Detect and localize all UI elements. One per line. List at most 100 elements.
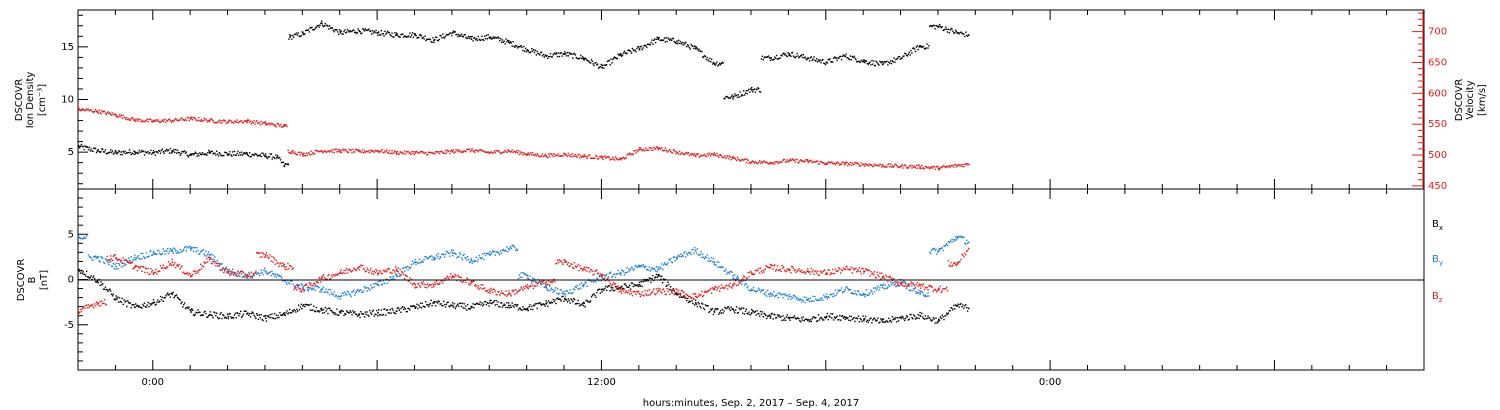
by-series-dot [960, 236, 962, 239]
density-series-dot [848, 58, 850, 60]
density-series-dot [161, 148, 164, 150]
bz-series-dot [170, 264, 172, 266]
by-series-dot [647, 269, 650, 271]
density-series-dot [948, 32, 950, 34]
bz-series-dot [370, 272, 373, 274]
by-series-dot [399, 275, 401, 277]
bz-series-dot [269, 254, 271, 256]
density-series-dot [354, 31, 357, 34]
density-series-dot [556, 52, 558, 54]
bx-series-dot [451, 304, 453, 307]
by-series-dot [795, 297, 797, 300]
density-series-dot [648, 43, 650, 46]
by-series-dot [836, 292, 838, 294]
bz-series-dot [229, 274, 231, 277]
velocity-series-dot [300, 151, 302, 154]
bz-series-dot [151, 269, 154, 272]
velocity-series-dot [494, 151, 496, 154]
density-series-dot [347, 30, 350, 32]
density-series-dot [359, 31, 361, 33]
density-series-dot [165, 149, 167, 152]
density-series-dot [237, 150, 239, 153]
density-series-dot [719, 63, 722, 66]
density-series-dot [963, 33, 965, 35]
by-series-dot [207, 253, 209, 255]
by-series-dot [905, 282, 907, 284]
velocity-series-dot [248, 121, 251, 123]
density-series-dot [283, 165, 285, 168]
by-series-dot [147, 256, 149, 258]
bz-series-dot [336, 274, 338, 276]
by-series-dot [475, 260, 477, 262]
by-series-dot [159, 252, 161, 254]
velocity-series-dot [447, 150, 449, 153]
bx-series-dot [232, 317, 235, 319]
velocity-series-dot [697, 153, 699, 155]
velocity-series-dot [912, 165, 914, 167]
by-series-dot [350, 295, 352, 298]
by-series-dot [108, 264, 110, 266]
velocity-series-dot [817, 163, 820, 165]
velocity-series-dot [344, 148, 346, 151]
by-series-dot [759, 289, 761, 291]
by-series-dot [763, 292, 765, 295]
by-series-dot [635, 264, 637, 267]
velocity-series-dot [940, 166, 942, 168]
velocity-series-dot [519, 151, 521, 153]
velocity-series-dot [936, 166, 938, 168]
density-series-dot [588, 60, 590, 62]
by-series-dot [396, 275, 399, 278]
by-series-dot [686, 252, 688, 255]
velocity-series-dot [329, 150, 332, 152]
bz-series-dot [121, 262, 123, 264]
by-series-dot [139, 258, 141, 260]
density-series-dot [135, 152, 138, 154]
bx-series-dot [933, 318, 935, 320]
by-series-dot [581, 282, 583, 284]
density-series-dot [484, 37, 487, 40]
velocity-series-dot [564, 152, 566, 155]
density-series-dot [909, 54, 911, 56]
bz-series-dot [235, 274, 237, 277]
bx-series-dot [124, 301, 126, 303]
velocity-series-dot [563, 152, 565, 154]
density-series-dot [743, 90, 745, 92]
velocity-series-dot [141, 119, 143, 122]
density-series-dot [300, 35, 302, 37]
by-series-dot [425, 255, 427, 258]
bx-series-dot [113, 298, 115, 300]
bx-series-dot [662, 278, 665, 280]
bx-series-dot [819, 317, 821, 319]
by-series-dot [289, 283, 291, 285]
by-series-dot [296, 283, 298, 286]
bz-series-dot [251, 277, 253, 279]
velocity-series-dot [924, 165, 926, 168]
bx-series-dot [216, 312, 218, 314]
density-series-dot [164, 150, 166, 152]
by-series-dot [451, 249, 453, 251]
by-series-dot [440, 257, 442, 259]
by-series-dot [743, 280, 745, 282]
density-series-point [451, 32, 454, 34]
by-series-dot [167, 252, 170, 255]
bx-series-dot [558, 298, 561, 300]
by-series-dot [234, 271, 237, 274]
by-series-dot [621, 269, 624, 272]
bz-series-dot [475, 284, 477, 286]
velocity-series-dot [292, 149, 294, 152]
density-series-dot [616, 57, 618, 60]
bz-series-dot [348, 268, 350, 270]
density-series-dot [213, 152, 215, 154]
bx-series-dot [925, 318, 927, 320]
velocity-series-dot [182, 119, 184, 121]
velocity-series-dot [86, 109, 89, 111]
velocity-series-dot [381, 148, 383, 151]
by-series-dot [82, 238, 84, 240]
density-series-dot [212, 153, 214, 155]
bx-series-dot [88, 277, 91, 279]
bz-series-dot [237, 270, 239, 273]
bx-series-dot [897, 320, 900, 322]
bx-series-dot [759, 310, 762, 313]
bz-series-dot [141, 270, 143, 272]
bx-series-dot [926, 317, 928, 319]
